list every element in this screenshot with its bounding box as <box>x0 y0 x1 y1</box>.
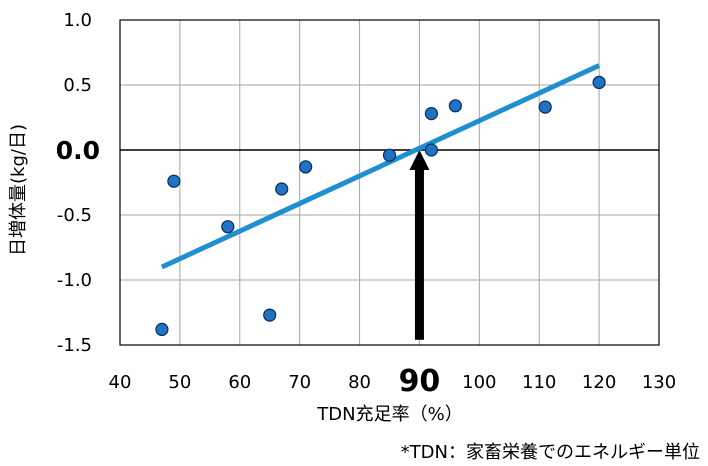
y-tick-label: 1.0 <box>63 10 92 31</box>
data-point <box>167 174 181 188</box>
data-point <box>424 143 439 157</box>
x-tick-label: 60 <box>228 372 251 393</box>
x-tick-label: 120 <box>582 372 616 393</box>
y-tick-label: 0.0 <box>56 136 100 165</box>
data-point <box>424 106 439 121</box>
data-point <box>592 75 606 90</box>
data-point <box>155 322 169 336</box>
data-point <box>448 99 462 113</box>
y-tick-label: 0.5 <box>63 75 92 96</box>
arrow-head <box>409 150 430 170</box>
x-tick-label: 130 <box>642 372 676 393</box>
data-point <box>538 100 552 114</box>
x-axis-title: TDN充足率（%） <box>316 404 462 425</box>
data-point <box>221 220 235 234</box>
y-tick-label: -0.5 <box>57 205 92 226</box>
arrow <box>409 150 430 340</box>
grid <box>120 20 659 345</box>
y-tick-label: -1.5 <box>57 335 92 356</box>
y-axis-title: 日増体量(kg/日) <box>8 124 29 256</box>
data-point <box>263 308 277 322</box>
plot-border <box>119 19 660 346</box>
data-points <box>155 75 606 336</box>
x-tick-label: 50 <box>168 372 191 393</box>
data-point <box>299 160 313 174</box>
y-axis-ticks: 1.0 0.5 0.0 -0.5 -1.0 -1.5 <box>56 10 100 356</box>
x-tick-label: 40 <box>109 372 132 393</box>
x-tick-label: 70 <box>288 372 311 393</box>
x-tick-label: 80 <box>348 372 371 393</box>
arrow-shaft <box>414 168 424 340</box>
data-point <box>382 148 397 162</box>
trendline <box>160 63 601 270</box>
x-tick-label: 110 <box>522 372 556 393</box>
footnote: *TDN：家畜栄養でのエネルギー単位 <box>401 442 700 463</box>
data-point <box>275 182 289 196</box>
x-axis-ticks: 40 50 60 70 80 90 100 110 120 130 <box>109 364 677 399</box>
y-tick-label: -1.0 <box>57 270 92 291</box>
x-tick-label: 100 <box>462 372 496 393</box>
x-tick-label: 90 <box>399 364 441 399</box>
